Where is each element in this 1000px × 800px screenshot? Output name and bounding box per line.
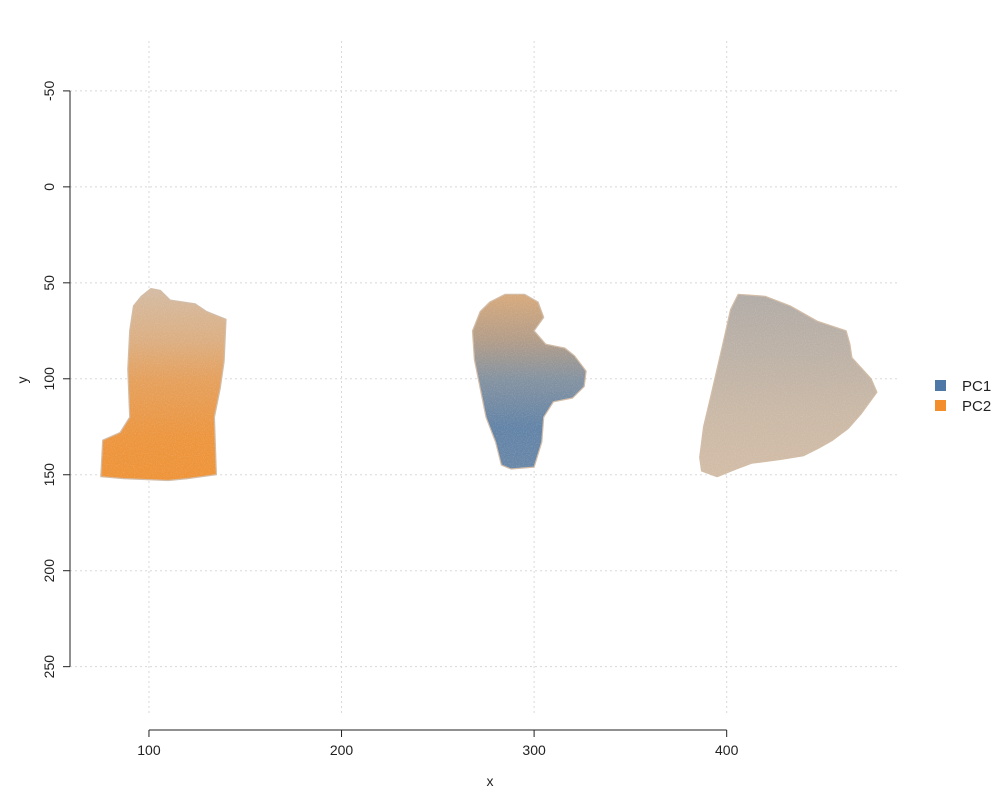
- legend-label: PC1: [962, 378, 991, 395]
- x-tick-label: 400: [715, 742, 739, 758]
- y-tick-label: -50: [41, 81, 57, 101]
- legend-swatch: [935, 400, 946, 411]
- y-tick-label: 50: [41, 275, 57, 291]
- legend-swatch: [935, 380, 946, 391]
- axes: 100 200 300 400 -50 0 50 100 150 200 250: [41, 81, 739, 758]
- legend-label: PC2: [962, 398, 991, 415]
- y-axis-title: y: [14, 377, 30, 384]
- y-tick-label: 100: [41, 367, 57, 391]
- y-tick-label: 150: [41, 463, 57, 487]
- x-axis-title: x: [487, 773, 494, 789]
- x-tick-label: 100: [137, 742, 161, 758]
- y-tick-label: 0: [41, 183, 57, 191]
- y-tick-label: 200: [41, 559, 57, 583]
- x-tick-label: 200: [330, 742, 354, 758]
- y-tick-label: 250: [41, 655, 57, 679]
- x-tick-label: 300: [522, 742, 546, 758]
